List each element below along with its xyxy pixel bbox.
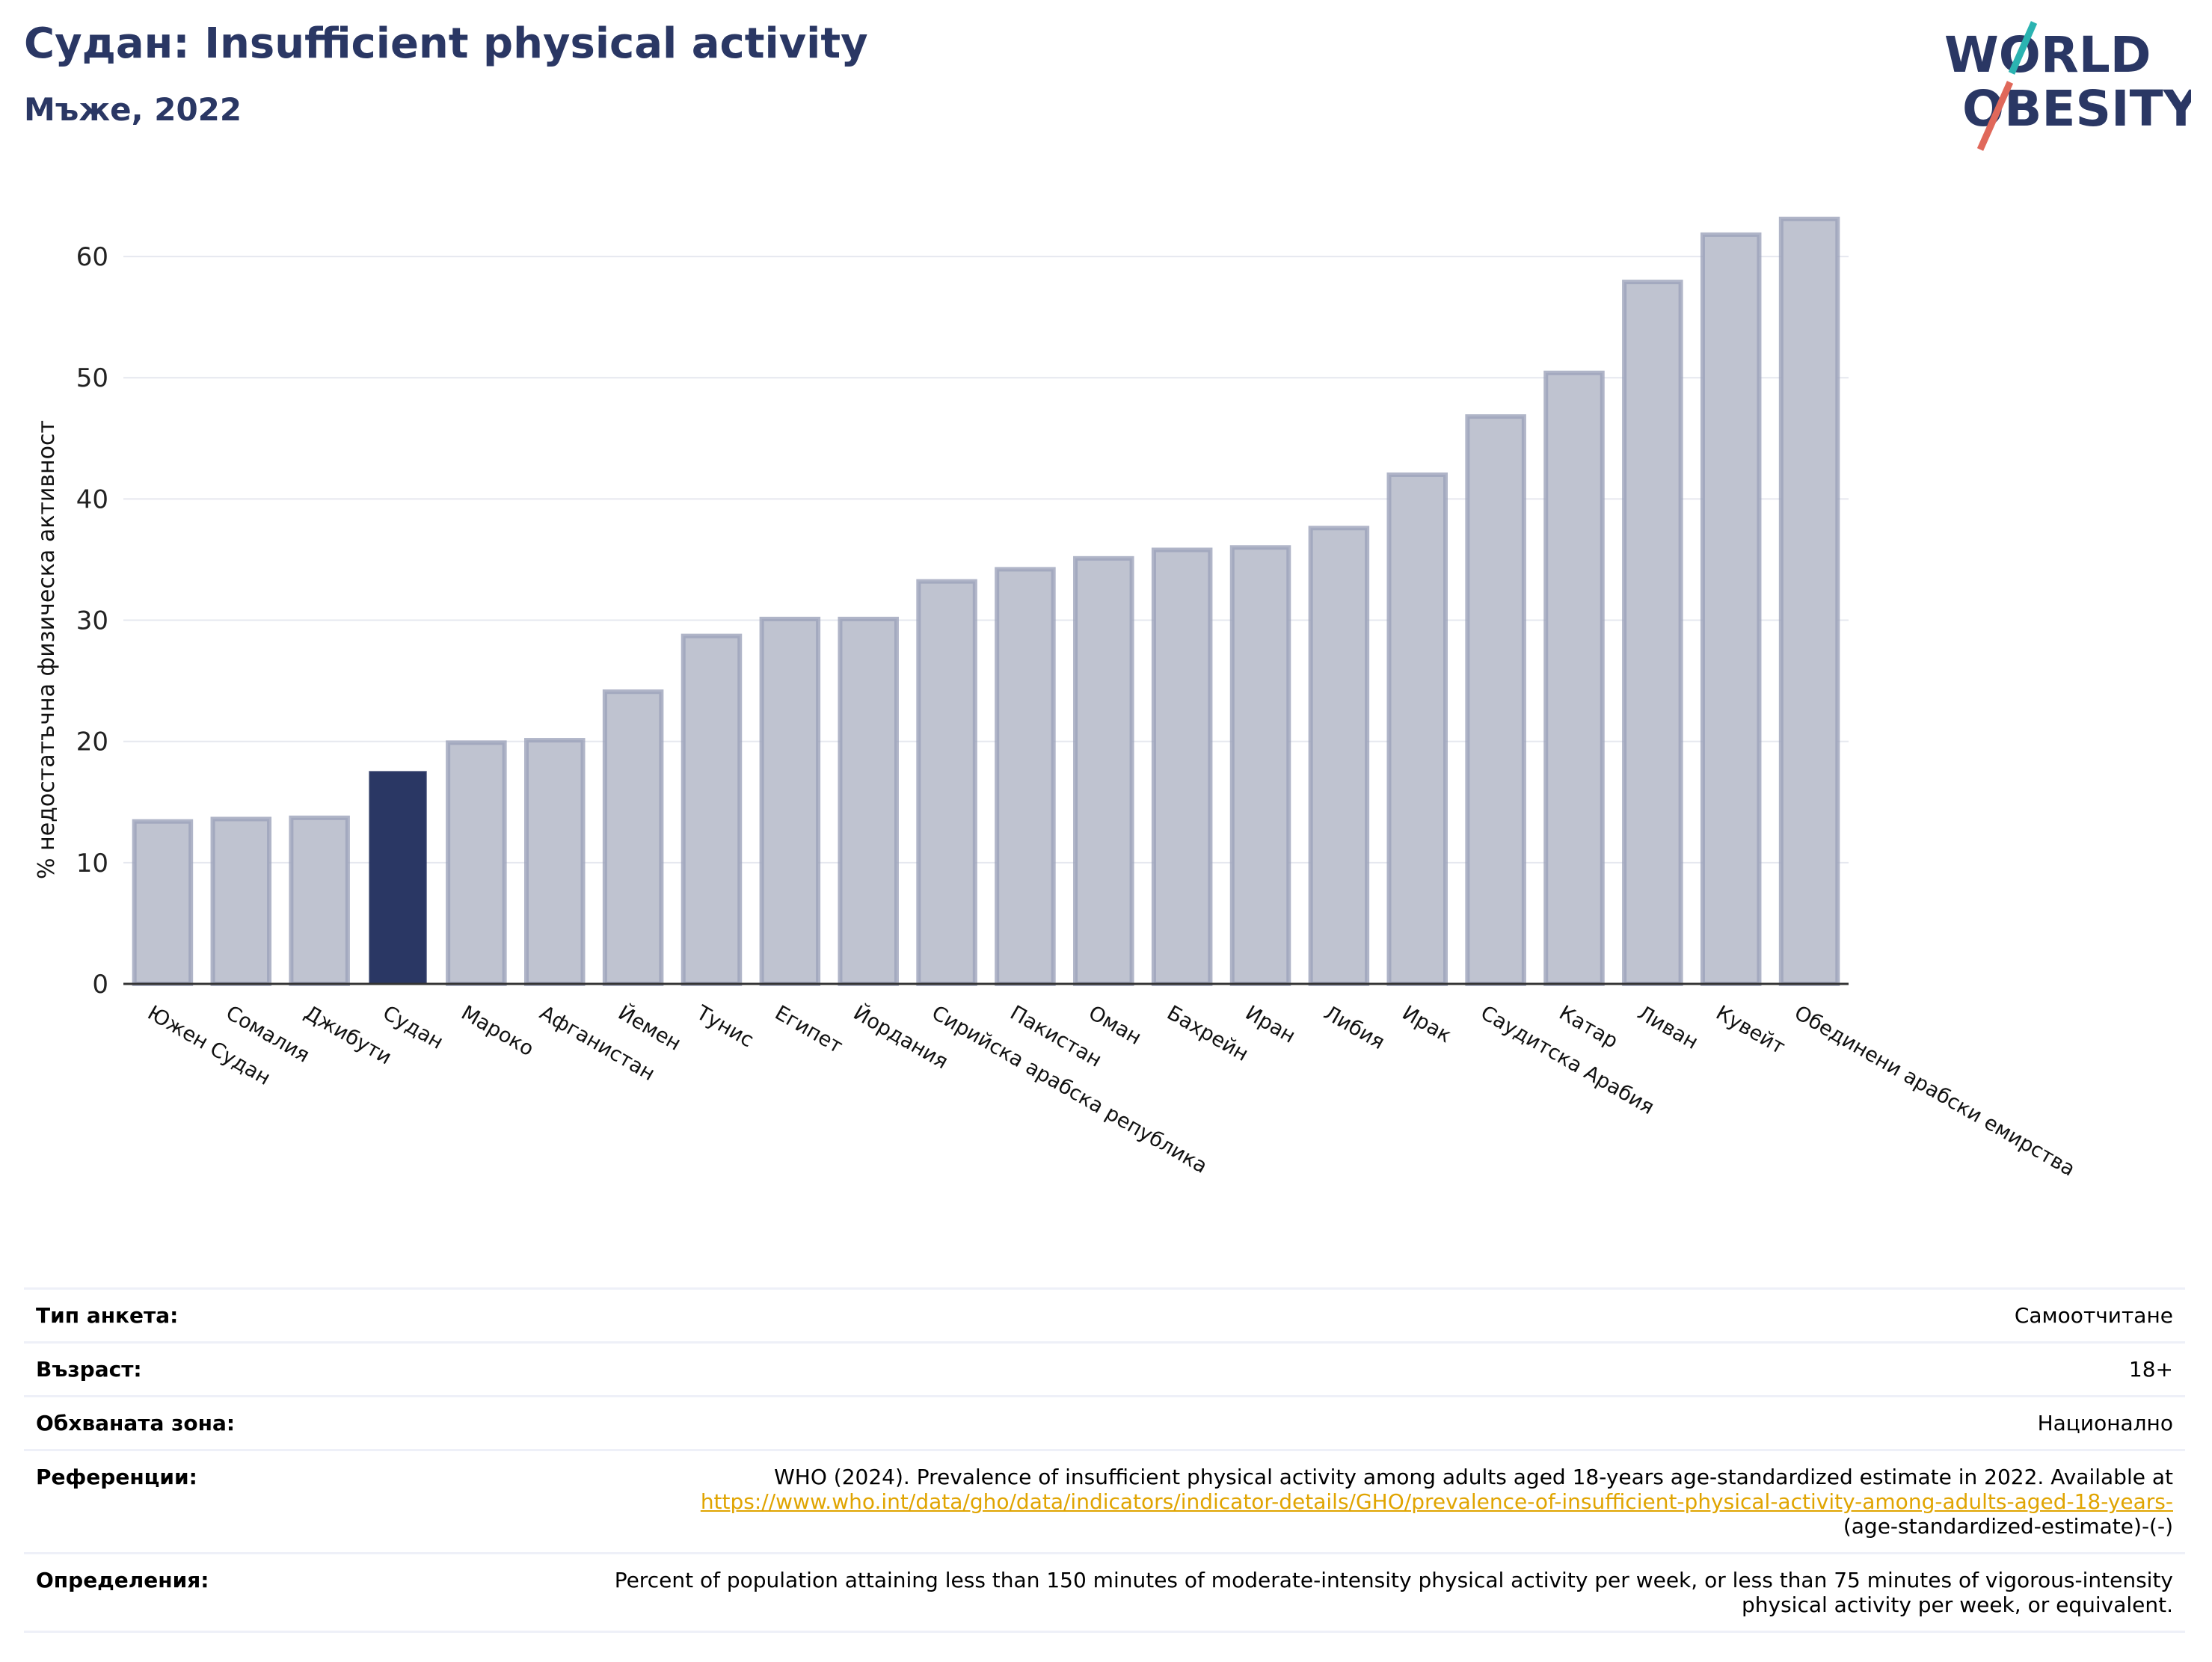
x-tick-label: Ирак [1398, 1001, 1455, 1047]
survey-type-label: Тип анкета: [36, 1303, 179, 1328]
bar-chart: 0 10 20 30 40 50 60 Южен СуданСомалияДжибутиСу… [34, 216, 2079, 1181]
y-axis-label: % недостатъчна физическа активност [34, 420, 60, 879]
y-tick-label: 30 [76, 606, 108, 636]
bar [995, 567, 1056, 986]
logo-graphic: WORLD OBESITY [1944, 21, 2200, 151]
bar [1308, 526, 1370, 986]
age-label: Възраст: [36, 1357, 142, 1382]
references-label: Референции: [36, 1465, 197, 1489]
y-tick-label: 10 [76, 849, 108, 878]
y-tick-label: 40 [76, 484, 108, 514]
bar [1386, 472, 1448, 986]
definitions-value: Percent of population attaining less tha… [614, 1568, 2173, 1617]
info-row-survey-type: Тип анкета: Самоотчитане [24, 1287, 2185, 1341]
bar [446, 740, 507, 986]
x-tick-label: Оман [1084, 1001, 1145, 1050]
x-tick-label: Египет [771, 1001, 847, 1058]
world-obesity-logo: WORLD OBESITY [1944, 21, 2200, 158]
info-row-definitions: Определения: Percent of population attai… [24, 1552, 2185, 1633]
bars [132, 216, 1840, 987]
bar [838, 616, 899, 986]
info-row-references: Референции: WHO (2024). Prevalence of in… [24, 1449, 2185, 1552]
bar [1700, 232, 1762, 986]
bar [1778, 216, 1840, 987]
y-tick-label: 50 [76, 363, 108, 393]
references-text: WHO (2024). Prevalence of insufficient p… [774, 1465, 2173, 1489]
bar [289, 815, 350, 987]
logo-slash-red [1976, 81, 2014, 151]
x-tick-label: Бахрейн [1163, 1001, 1252, 1066]
definitions-label: Определения: [36, 1568, 209, 1592]
x-tick-label: Либия [1320, 1001, 1389, 1054]
bar [1151, 547, 1213, 986]
bar [602, 689, 664, 986]
references-link[interactable]: https://www.who.int/data/gho/data/indica… [700, 1489, 2173, 1514]
references-value: WHO (2024). Prevalence of insufficient p… [701, 1465, 2173, 1539]
bar [759, 616, 821, 986]
y-tick-label: 0 [92, 970, 108, 1000]
x-tick-label: Обединени арабски емирства [1790, 1001, 2079, 1181]
info-row-area: Обхваната зона: Национално [24, 1395, 2185, 1449]
y-tick-label: 20 [76, 727, 108, 757]
bar [1465, 414, 1526, 986]
bar [369, 771, 427, 985]
chart-subtitle: Мъже, 2022 [24, 91, 242, 128]
bar [1073, 555, 1134, 986]
area-value: Национално [2037, 1411, 2173, 1435]
x-tick-label: Сирийска арабска република [928, 1001, 1211, 1178]
bar [132, 819, 194, 987]
age-value: 18+ [2128, 1357, 2173, 1382]
x-tick-label: Тунис [692, 1001, 758, 1053]
bar [1229, 545, 1291, 986]
references-tail: (age-standardized-estimate)-(-) [1843, 1514, 2173, 1539]
bar [1543, 370, 1605, 986]
bar [916, 579, 977, 986]
x-tick-label: Ливан [1633, 1001, 1702, 1054]
bar [523, 738, 586, 986]
y-tick-label: 60 [76, 242, 108, 272]
logo-line1: WORLD [1944, 26, 2151, 84]
survey-type-value: Самоотчитане [2014, 1303, 2173, 1328]
y-axis-ticks: 0 10 20 30 40 50 60 [76, 242, 108, 1000]
bar [681, 633, 743, 986]
info-table: Тип анкета: Самоотчитане Възраст: 18+ Об… [24, 1287, 2185, 1633]
x-tick-label: Мароко [457, 1001, 538, 1061]
chart-title: Судан: Insufficient physical activity [24, 19, 868, 68]
logo-slash-teal [2008, 21, 2038, 75]
bar [210, 816, 272, 987]
info-row-age: Възраст: 18+ [24, 1341, 2185, 1395]
x-tick-label: Джибути [301, 1001, 396, 1069]
area-label: Обхваната зона: [36, 1411, 236, 1435]
bar [1622, 280, 1683, 987]
x-tick-label: Иран [1241, 1001, 1299, 1048]
x-tick-label: Кувейт [1712, 1001, 1789, 1059]
